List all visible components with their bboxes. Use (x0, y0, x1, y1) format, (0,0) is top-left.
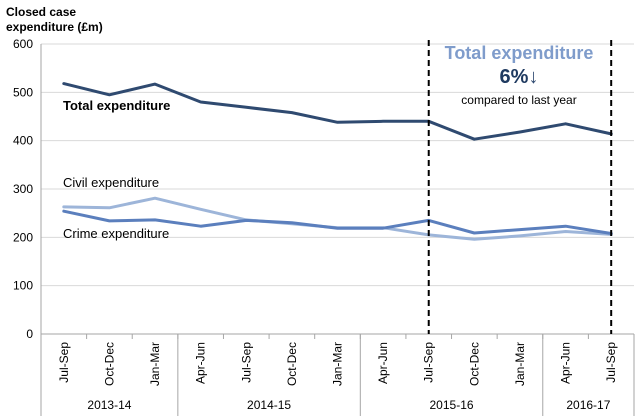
x-tick-label: Jan-Mar (331, 342, 345, 386)
y-tick-label: 400 (13, 134, 33, 148)
y-tick-label: 600 (13, 37, 33, 51)
x-tick-label: Oct-Dec (102, 342, 116, 386)
y-tick-label: 500 (13, 85, 33, 99)
series-lines (62, 82, 613, 241)
x-tick-label: Apr-Jun (559, 342, 573, 384)
x-axis-ticks: Jul-Sep Oct-Dec Jan-Mar Apr-Jun Jul-Sep Oct-D… (57, 342, 618, 386)
year-group-label: 2013-14 (87, 398, 131, 412)
x-tick-label: Jul-Sep (57, 342, 71, 383)
x-tick-label: Jan-Mar (513, 342, 527, 386)
x-tick-label: Oct-Dec (285, 342, 299, 386)
annotation: Total expenditure 6%↓ compared to last y… (445, 43, 594, 107)
annotation-percent: 6%↓ (500, 66, 539, 88)
annotation-title: Total expenditure (445, 43, 594, 63)
x-tick-label: Jul-Sep (422, 342, 436, 383)
series-label-total: Total expenditure (63, 98, 170, 113)
series-line-crime-expenditure (62, 209, 613, 235)
y-tick-label: 100 (13, 279, 33, 293)
series-line-total-expenditure (62, 82, 613, 141)
y-tick-label: 0 (26, 327, 33, 341)
x-tick-label: Apr-Jun (376, 342, 390, 384)
year-group-label: 2015-16 (430, 398, 474, 412)
y-axis-title-line-2: expenditure (£m) (6, 20, 103, 34)
x-tick-label: Apr-Jun (194, 342, 208, 384)
y-tick-label: 200 (13, 230, 33, 244)
annotation-percent-value: 6% (500, 66, 529, 88)
series-label-civil: Civil expenditure (63, 175, 159, 190)
y-axis-ticks: 0 100 200 300 400 500 600 (13, 37, 33, 341)
dashed-markers (427, 40, 613, 334)
year-group-label: 2014-15 (247, 398, 291, 412)
y-axis-title-line-1: Closed case (6, 5, 76, 19)
axes (40, 44, 635, 339)
x-tick-label: Jan-Mar (148, 342, 162, 386)
x-tick-label: Jul-Sep (239, 342, 253, 383)
year-group-label: 2016-17 (566, 398, 610, 412)
x-tick-label: Jul-Sep (604, 342, 618, 383)
y-tick-label: 300 (13, 182, 33, 196)
year-group-labels: 2013-14 2014-15 2015-16 2016-17 (40, 334, 635, 416)
series-label-crime: Crime expenditure (63, 226, 169, 241)
gridlines (41, 43, 634, 287)
down-arrow-icon: ↓ (528, 66, 538, 88)
annotation-subtitle: compared to last year (461, 93, 576, 107)
x-tick-label: Oct-Dec (467, 342, 481, 386)
